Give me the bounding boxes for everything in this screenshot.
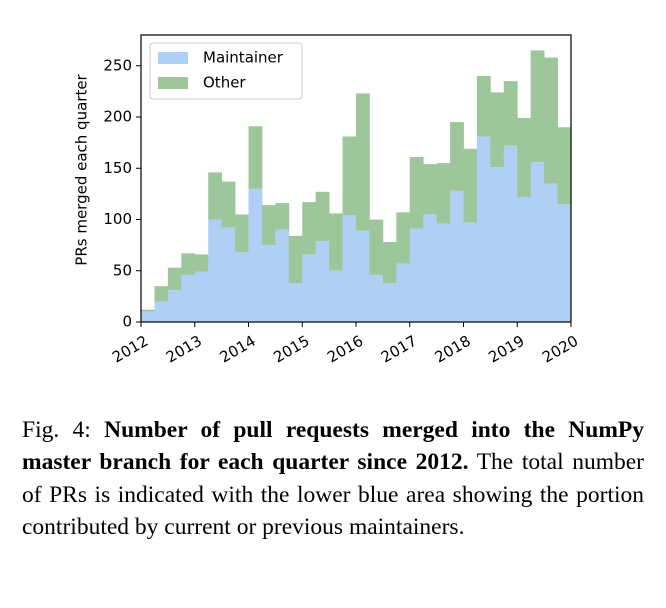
- bar-segment: [490, 92, 505, 168]
- bar-segment: [450, 122, 464, 191]
- bar-segment: [194, 271, 209, 322]
- bar-segment: [436, 223, 451, 322]
- bar-segment: [517, 196, 532, 322]
- bar-segment: [194, 254, 209, 272]
- x-tick-label: 2012: [109, 332, 151, 367]
- bar-segment: [288, 235, 303, 284]
- bar-segment: [423, 214, 438, 322]
- bar-segment: [329, 270, 343, 322]
- x-tick-label: 2016: [324, 332, 366, 367]
- bar-segment: [261, 205, 276, 246]
- bar-segment: [235, 252, 249, 322]
- bar-segment: [315, 191, 330, 242]
- bar-segment: [369, 219, 384, 275]
- bar-segment: [463, 222, 478, 322]
- bar-segment: [476, 136, 491, 322]
- bar-segment: [503, 81, 518, 146]
- bar-segment: [423, 164, 438, 215]
- bar-segment: [530, 50, 545, 163]
- bar-segment: [221, 181, 236, 228]
- legend-swatch: [158, 52, 188, 64]
- bar-segment: [275, 203, 290, 230]
- bar-segment: [409, 156, 424, 229]
- bar-segment: [167, 267, 182, 291]
- bar-segment: [342, 215, 357, 322]
- caption: Fig. 4: Number of pull requests merged i…: [22, 414, 644, 544]
- y-tick-label: 250: [103, 56, 132, 74]
- bar-segment: [261, 245, 276, 322]
- y-tick-label: 50: [113, 261, 132, 279]
- bar-segment: [396, 212, 411, 264]
- bar-segment: [396, 263, 411, 322]
- bar-segment: [208, 172, 223, 220]
- caption-title: Number of pull requests merged into the …: [22, 417, 644, 476]
- bar-segment: [382, 283, 397, 322]
- bar-segment: [302, 202, 317, 255]
- bar-segment: [382, 242, 397, 284]
- x-tick-label: 2017: [378, 332, 420, 367]
- bar-segment: [530, 162, 545, 322]
- bar-segment: [490, 167, 505, 322]
- y-tick-label: 100: [103, 210, 132, 228]
- bar-segment: [181, 274, 196, 322]
- caption-label: Fig. 4:: [22, 417, 91, 443]
- bar-segment: [208, 219, 223, 322]
- bar-segment: [181, 253, 196, 275]
- bar-segment: [154, 301, 169, 322]
- x-tick-label: 2013: [163, 332, 205, 367]
- bar-segment: [369, 274, 384, 322]
- legend-label: Maintainer: [203, 49, 284, 67]
- legend: Maintainer Other: [149, 42, 303, 100]
- bar-segment: [544, 183, 558, 322]
- bar-segment: [356, 93, 370, 231]
- bar-segment: [315, 241, 330, 322]
- bar-segment: [476, 76, 491, 137]
- x-tick-label: 2019: [485, 332, 527, 367]
- bar-segment: [248, 126, 263, 189]
- bar-segment: [342, 136, 357, 216]
- legend-swatch: [158, 77, 188, 89]
- bar-segment: [450, 190, 464, 322]
- y-tick-label: 200: [103, 108, 132, 126]
- bar-segment: [302, 254, 317, 322]
- legend-label: Other: [203, 74, 246, 92]
- y-tick-label: 150: [103, 159, 132, 177]
- bar-segment: [463, 148, 478, 223]
- y-tick-label: 0: [122, 313, 132, 331]
- bar-segment: [544, 57, 558, 184]
- bar-segment: [436, 163, 451, 224]
- bar-segment: [167, 290, 182, 322]
- bar-segment: [356, 230, 370, 322]
- bar-segment: [235, 214, 249, 253]
- y-axis-label: PRs merged each quarter: [73, 73, 91, 265]
- bar-segment: [517, 118, 532, 197]
- bar-segment: [503, 145, 518, 322]
- bar-segment: [557, 204, 572, 322]
- bar-segment: [329, 213, 343, 271]
- bar-segment: [221, 227, 236, 322]
- x-tick-label: 2014: [217, 332, 259, 367]
- bar-segment: [557, 127, 572, 205]
- bar-segment: [141, 309, 155, 312]
- x-tick-label: 2018: [432, 332, 474, 367]
- bar-segment: [141, 311, 155, 322]
- chart: PRs merged each quarter 0 50 100 150 200 250 2…: [73, 34, 581, 367]
- bar-segment: [288, 283, 303, 322]
- caption-text: The total number of PRs is indicated wit…: [22, 449, 644, 541]
- bar-segment: [154, 286, 169, 302]
- x-tick-label: 2015: [270, 332, 312, 367]
- bar-segment: [248, 188, 263, 322]
- x-tick-label: 2020: [539, 332, 581, 367]
- bar-segment: [409, 228, 424, 322]
- bar-segment: [275, 229, 290, 322]
